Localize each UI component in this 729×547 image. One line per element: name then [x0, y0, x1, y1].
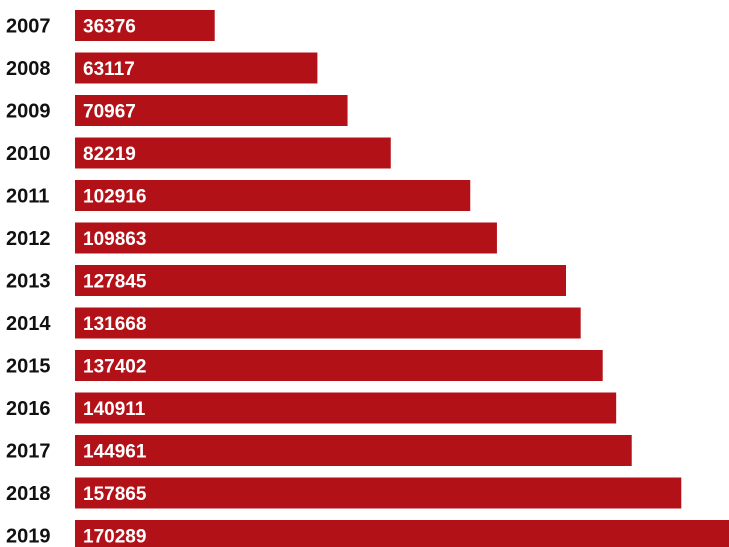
category-label: 2016: [6, 398, 51, 420]
category-label: 2012: [6, 228, 51, 250]
bar: [75, 520, 729, 547]
category-label: 2008: [6, 58, 51, 80]
category-label: 2018: [6, 483, 51, 505]
bar: [75, 392, 617, 424]
bar: [75, 477, 682, 509]
bar: [75, 222, 497, 254]
data-label: 127845: [83, 272, 147, 293]
bars-layer: 2007 36376 2008 63117 2009 70967 2010 82219 2011…: [6, 10, 729, 547]
data-label: 140911: [83, 399, 146, 420]
data-label: 82219: [83, 144, 136, 165]
data-label: 144961: [83, 442, 147, 463]
data-label: 137402: [83, 357, 146, 378]
bar-row-2017: 2017 144961: [6, 435, 632, 466]
data-label: 70967: [83, 102, 136, 123]
data-label: 170289: [83, 527, 146, 547]
bar: [75, 180, 471, 211]
bar-row-2012: 2012 109863: [6, 222, 497, 254]
data-label: 131668: [83, 314, 146, 335]
category-label: 2017: [6, 441, 51, 463]
data-label: 63117: [83, 59, 135, 80]
category-label: 2014: [6, 313, 51, 335]
category-label: 2011: [6, 186, 49, 208]
bar: [75, 350, 603, 381]
bar: [75, 265, 566, 296]
bar-row-2007: 2007 36376: [6, 10, 215, 41]
bar-row-2009: 2009 70967: [6, 95, 348, 126]
bar-row-2013: 2013 127845: [6, 265, 566, 296]
category-label: 2010: [6, 143, 51, 165]
bar-row-2016: 2016 140911: [6, 392, 617, 424]
category-label: 2019: [6, 526, 51, 547]
data-label: 36376: [83, 17, 136, 38]
bar: [75, 307, 581, 339]
bar: [75, 137, 391, 169]
bar-row-2008: 2008 63117: [6, 52, 318, 84]
bar: [75, 10, 215, 41]
bar: [75, 95, 348, 126]
bar: [75, 435, 632, 466]
data-label: 157865: [83, 484, 147, 505]
category-label: 2013: [6, 271, 51, 293]
data-label: 102916: [83, 187, 146, 208]
bar-row-2018: 2018 157865: [6, 477, 682, 509]
bar: [75, 52, 318, 84]
category-label: 2015: [6, 356, 51, 378]
category-label: 2007: [6, 16, 51, 38]
category-label: 2009: [6, 101, 51, 123]
bar-row-2015: 2015 137402: [6, 350, 603, 381]
bar-row-2019: 2019 170289: [6, 520, 729, 547]
bar-row-2011: 2011 102916: [6, 180, 471, 211]
bar-row-2014: 2014 131668: [6, 307, 581, 339]
data-label: 109863: [83, 229, 146, 250]
bar-row-2010: 2010 82219: [6, 137, 391, 169]
